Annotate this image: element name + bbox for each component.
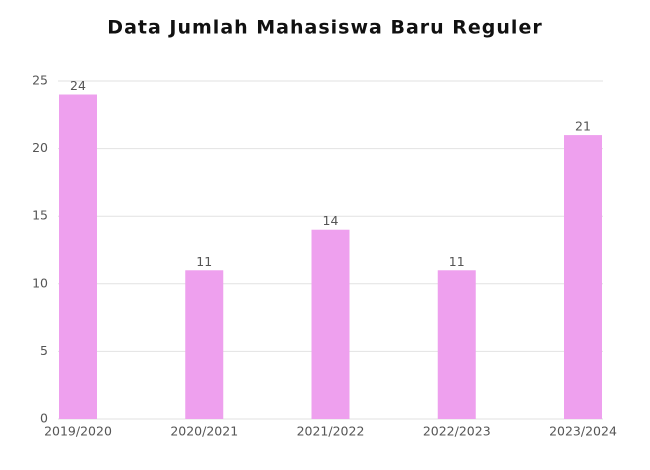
y-tick-label: 25	[32, 73, 48, 88]
data-label: 14	[323, 213, 339, 228]
y-tick-label: 15	[32, 208, 48, 223]
data-label: 11	[449, 254, 465, 269]
x-tick-label: 2019/2020	[44, 424, 112, 439]
x-tick-label: 2021/2022	[297, 424, 365, 439]
y-tick-label: 5	[40, 343, 48, 358]
bar	[564, 135, 602, 419]
data-label: 11	[196, 254, 212, 269]
data-label: 24	[70, 78, 86, 93]
bar	[437, 270, 476, 419]
chart-title: Data Jumlah Mahasiswa Baru Reguler	[107, 17, 542, 39]
x-tick-label: 2020/2021	[170, 424, 238, 439]
x-tick-label: 2022/2023	[423, 424, 491, 439]
bar	[59, 94, 97, 420]
x-tick-label: 2023/2024	[549, 424, 617, 439]
bar	[185, 270, 224, 419]
bar	[311, 229, 350, 419]
data-label: 21	[575, 119, 591, 134]
y-tick-label: 0	[40, 411, 48, 426]
y-tick-label: 20	[32, 140, 48, 155]
y-tick-label: 10	[32, 275, 48, 290]
